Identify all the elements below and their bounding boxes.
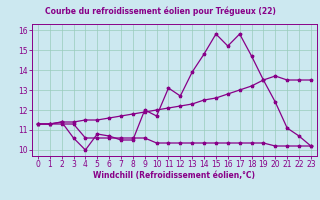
Text: Courbe du refroidissement éolien pour Trégueux (22): Courbe du refroidissement éolien pour Tr…: [44, 6, 276, 16]
X-axis label: Windchill (Refroidissement éolien,°C): Windchill (Refroidissement éolien,°C): [93, 171, 255, 180]
